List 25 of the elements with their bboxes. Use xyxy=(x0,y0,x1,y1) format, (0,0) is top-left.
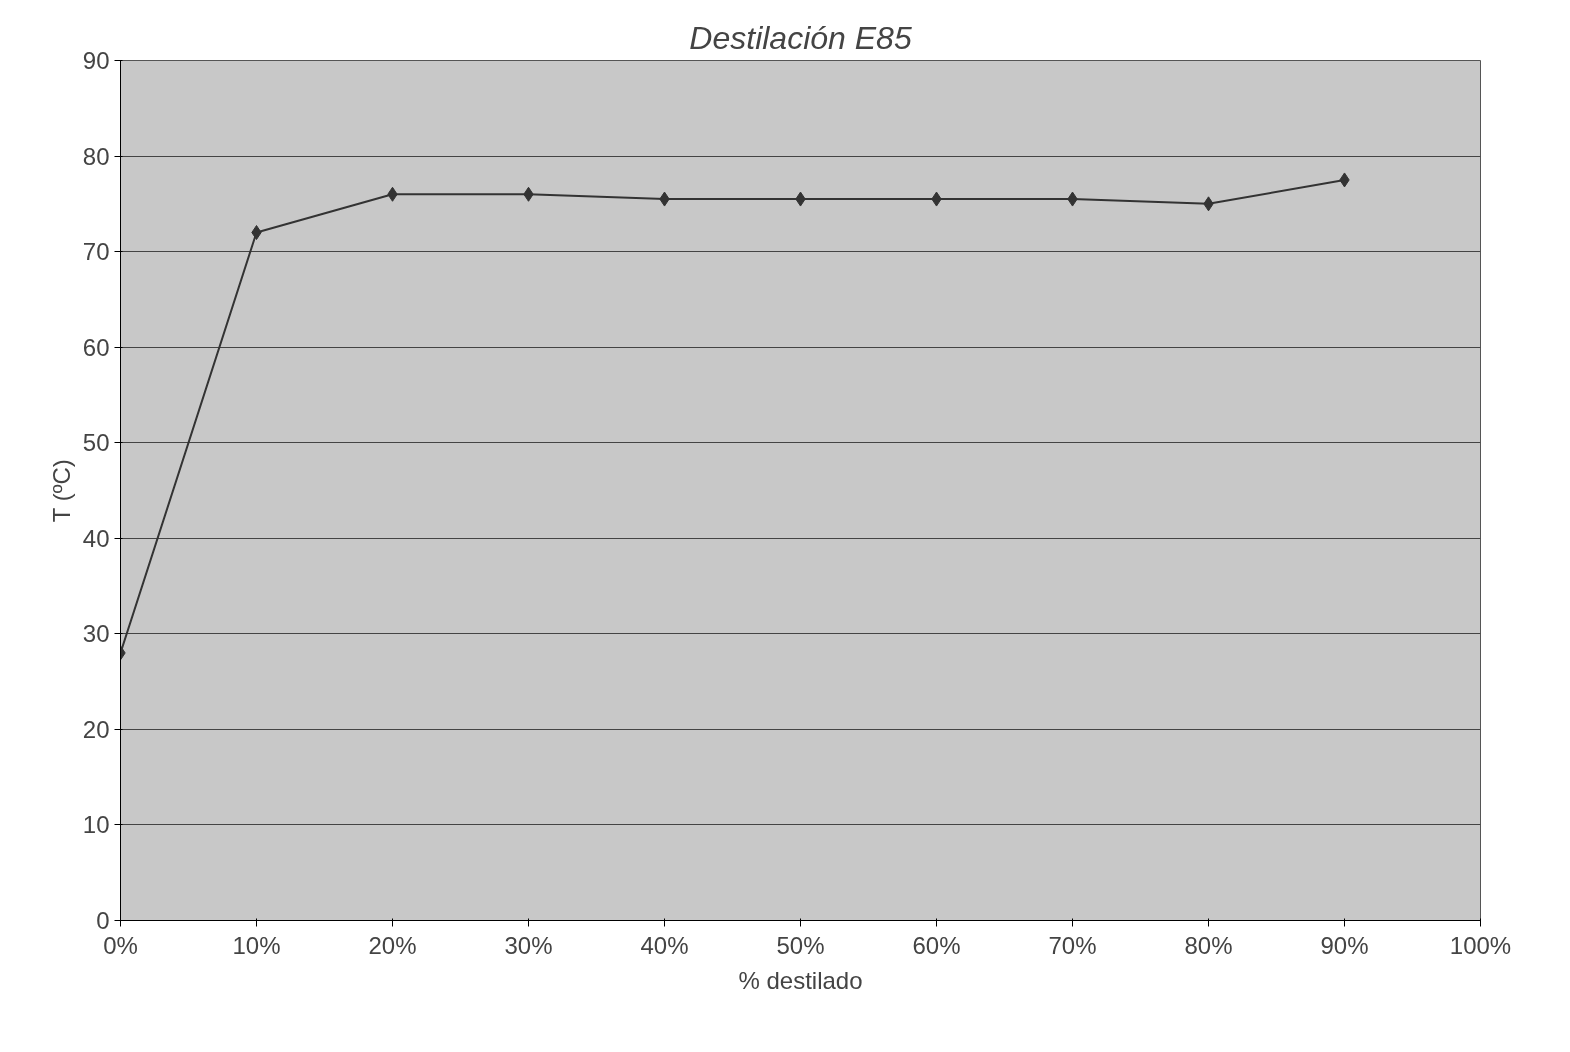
y-tick-label: 0 xyxy=(96,907,110,934)
y-axis-title: T (ºC) xyxy=(47,459,75,523)
x-tick-label: 50% xyxy=(776,931,825,959)
y-tick-label: 20 xyxy=(82,715,110,743)
y-tick-label: 60 xyxy=(82,333,110,361)
y-tick-label: 70 xyxy=(82,238,110,266)
x-tick-label: 10% xyxy=(232,931,281,959)
x-tick-label: 30% xyxy=(504,931,553,959)
x-tick-label: 0% xyxy=(103,931,138,959)
y-tick-label: 90 xyxy=(82,47,110,74)
x-tick-label: 100% xyxy=(1449,931,1512,959)
y-tick-label: 30 xyxy=(82,620,110,648)
x-tick-label: 70% xyxy=(1048,931,1097,959)
point xyxy=(251,225,262,240)
x-tick-label: 20% xyxy=(368,931,417,959)
x-tick-label: 80% xyxy=(1184,931,1233,959)
chart-title: Destilación E85 xyxy=(689,19,912,56)
y-tick-label: 10 xyxy=(82,811,110,839)
x-tick-label: 40% xyxy=(640,931,689,959)
y-tick-label: 80 xyxy=(82,142,110,170)
x-tick-label: 90% xyxy=(1320,931,1369,959)
x-axis-title: % destilado xyxy=(738,966,863,994)
x-tick-label: 60% xyxy=(912,931,961,959)
y-tick-label: 50 xyxy=(82,429,110,457)
y-tick-label: 40 xyxy=(82,524,110,552)
